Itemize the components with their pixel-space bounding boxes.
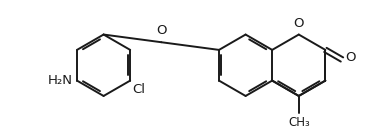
- Text: H₂N: H₂N: [48, 74, 73, 87]
- Text: O: O: [156, 24, 167, 37]
- Text: Cl: Cl: [132, 83, 145, 96]
- Text: CH₃: CH₃: [288, 116, 310, 129]
- Text: O: O: [294, 17, 304, 30]
- Text: O: O: [345, 51, 356, 64]
